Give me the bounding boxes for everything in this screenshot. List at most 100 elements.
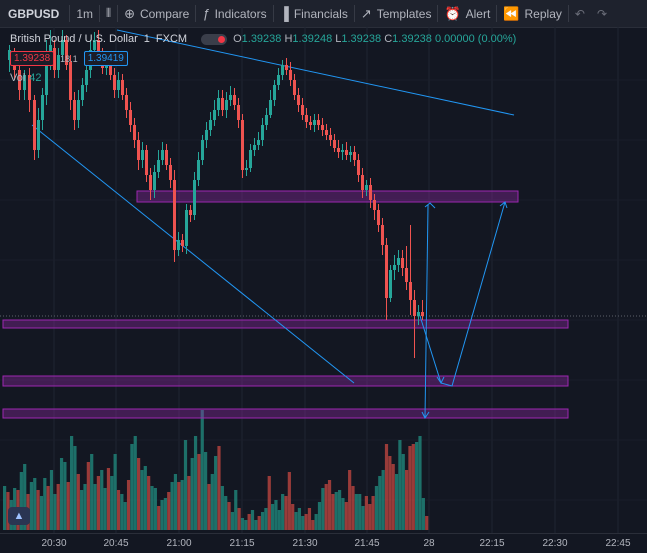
candle-body [261,125,264,140]
undo-button[interactable]: ↶ [569,0,591,27]
volume-bar [307,508,312,530]
low-value: 1.39238 [341,33,382,45]
candle-body [381,225,384,245]
candle-body [169,165,172,180]
candle-body [8,50,11,60]
candle-body [201,140,204,160]
bid-ask-row: 1.39238 18.1 1.39419 [10,51,128,66]
interval-button[interactable]: 1m [76,6,94,21]
bar-style-button[interactable]: ⫴ [100,0,117,27]
replay-label: Replay [524,6,562,21]
candle-body [293,80,296,95]
volume-bar [177,482,181,530]
volume-bar [281,494,285,530]
projection-path [419,201,506,387]
compare-button[interactable]: ⊕ Compare [118,0,195,27]
volume-bar [254,520,258,530]
volume-bar [311,520,315,530]
volume-bar [327,480,332,530]
candle-body [333,140,336,148]
candle-body [53,48,56,70]
time-axis-tick: 20:30 [41,538,67,549]
volume-bar [6,492,10,530]
volume-bar [180,480,184,530]
volume-value: 42 [29,72,42,84]
volume-bar [411,444,415,530]
chart-plot-area[interactable] [0,27,647,533]
volume-bar [187,476,191,530]
candle-body [57,55,60,70]
financials-button[interactable]: ▐ Financials [274,0,354,27]
candle-body [393,265,396,270]
volume-bar [237,508,241,530]
candle-body [177,240,180,250]
candle-body [65,40,68,65]
volume-bar [271,504,275,530]
candle-body [45,60,48,95]
volume-bar [173,474,178,530]
volume-bar [126,480,131,530]
tradingview-logo-icon[interactable]: ▲ [8,507,30,525]
templates-button[interactable]: ↗ Templates [355,0,438,27]
symbol-search-button[interactable]: GBPUSD [8,6,60,21]
volume-bar [56,484,60,530]
volume-bar [324,484,328,530]
volume-bar [147,476,151,530]
volume-bar [374,486,379,530]
volume-bar [240,518,245,530]
volume-bar [76,474,80,530]
support-zone [2,408,569,419]
market-status-toggle[interactable] [201,33,228,45]
candle-body [221,98,224,110]
volume-legend[interactable]: Vol 42 [10,72,42,84]
toolbar-divider [99,5,101,22]
time-axis-tick: 21:30 [292,538,318,549]
arrow-head [424,202,436,209]
candle-body [173,180,176,250]
candle-body [409,282,412,300]
series-legend[interactable]: British Pound / U.S. Dollar 1 FXCM O1.39… [10,32,516,46]
candle-body [189,210,192,215]
alert-label: Alert [465,6,491,21]
volume-bar [257,516,261,530]
buy-price-button[interactable]: 1.39419 [83,51,128,66]
replay-button[interactable]: ⏪ Replay [497,0,568,27]
volume-bar [193,436,198,530]
volume-bar [230,512,234,530]
undo-icon: ↶ [574,6,585,21]
candle-body [301,105,304,115]
redo-button[interactable]: ↷ [591,0,613,27]
volume-bar [264,508,268,530]
toolbar-divider [272,5,274,22]
candle-body [321,125,324,130]
toolbar-divider [117,5,119,22]
candle-body [61,40,64,55]
volume-bar [116,490,121,530]
candle-body [209,120,212,130]
indicators-button[interactable]: ƒ Indicators [196,0,272,27]
volume-bar [153,488,157,530]
alert-button[interactable]: ⏰ Alert [438,0,496,27]
candle-body [401,258,404,268]
volume-bar [220,486,224,530]
volume-bar [106,468,111,530]
candle-body [337,148,340,152]
candle-body [325,130,328,135]
time-axis-tick: 22:15 [479,538,505,549]
candle-body [77,100,80,120]
volume-bar [260,512,265,530]
open-value: 1.39238 [241,33,282,45]
volume-bar [421,498,425,530]
sell-price-button[interactable]: 1.39238 [10,51,55,66]
time-axis[interactable]: 20:30 20:45 21:00 21:15 21:30 21:45 28 22:15 22:… [0,533,647,553]
volume-bar [224,496,228,530]
change-value: 0.00000 (0.00%) [434,33,517,45]
volume-bar [73,446,77,530]
candle-body [285,65,288,70]
candle-body [257,140,260,145]
candle-body [357,160,360,175]
plus-circle-icon: ⊕ [124,5,135,21]
volume-bar [361,506,365,530]
volume-bar [381,470,385,530]
trend-line [116,29,515,116]
